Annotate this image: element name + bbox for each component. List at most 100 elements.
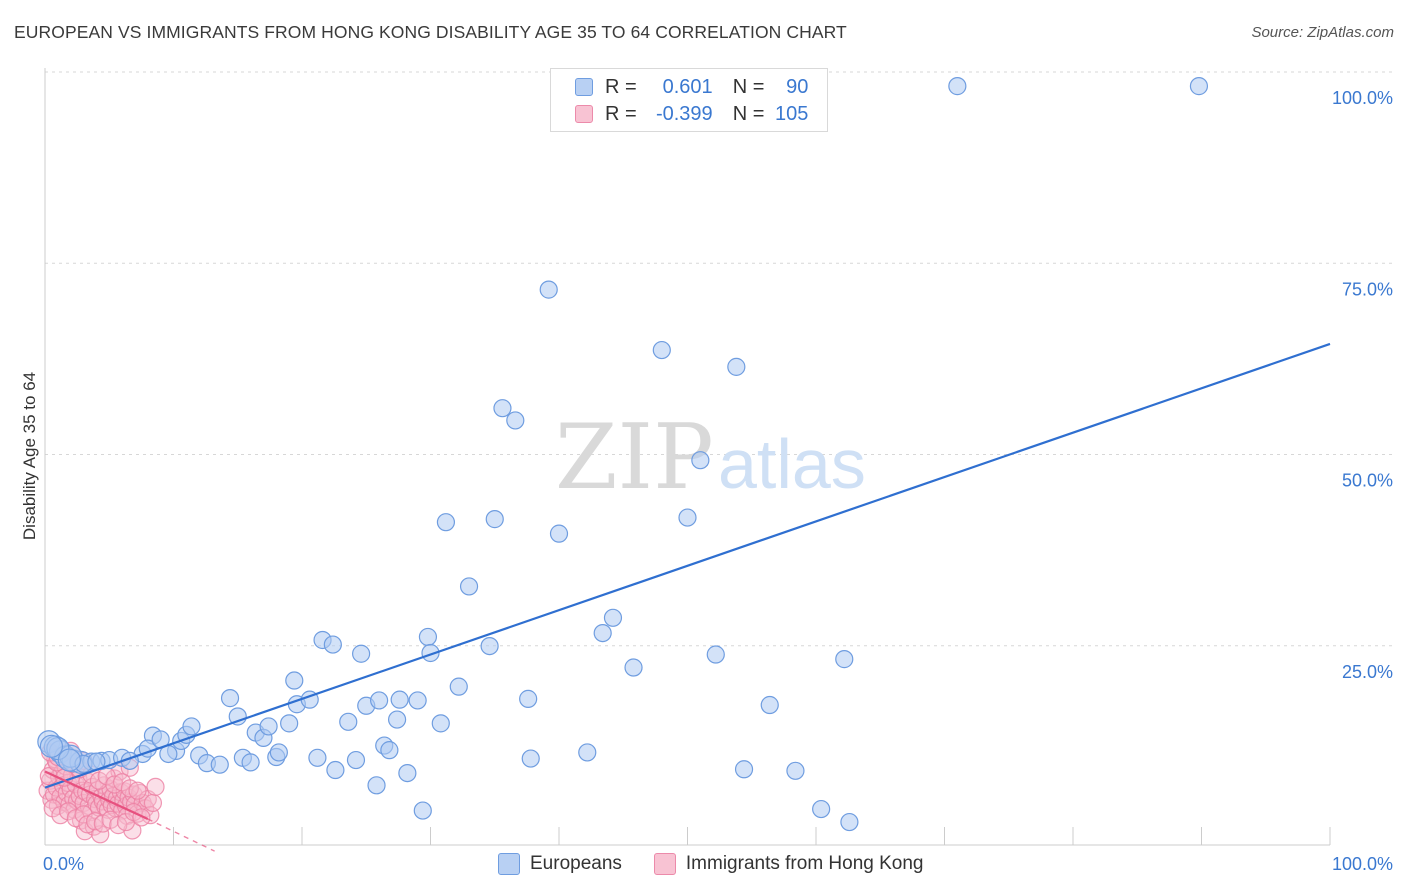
r-label: R = [605, 75, 637, 98]
axes [44, 68, 1331, 846]
europeans-point [421, 643, 440, 663]
europeans-point [326, 760, 345, 780]
europeans-point [39, 734, 64, 758]
legend-row-europeans: R = 0.601 N = 90 [575, 74, 808, 100]
europeans-point [308, 748, 327, 767]
europeans-point [678, 508, 697, 527]
legend-item-immigrants: Immigrants from Hong Kong [653, 853, 924, 875]
europeans-point [485, 510, 504, 529]
europeans-legend-label: Europeans [530, 853, 622, 874]
europeans-point [280, 714, 299, 733]
immigrants-swatch [575, 105, 593, 123]
europeans-point [760, 695, 779, 715]
europeans-point [786, 761, 805, 780]
y-tick-label: 25.0% [1342, 662, 1393, 682]
europeans-point [578, 743, 597, 762]
chart-title: EUROPEAN VS IMMIGRANTS FROM HONG KONG DI… [14, 22, 847, 42]
europeans-point [210, 755, 229, 774]
europeans-point [259, 717, 278, 736]
europeans-point [285, 671, 304, 690]
europeans-point [948, 77, 967, 96]
immigrants-point [74, 805, 93, 824]
immigrants-point [132, 808, 151, 827]
europeans-point [519, 689, 538, 708]
europeans-point [603, 608, 623, 627]
europeans-point [506, 411, 525, 430]
europeans-point [387, 710, 407, 729]
europeans-point [727, 357, 746, 376]
immigrants-point [59, 802, 78, 821]
europeans-point [380, 741, 399, 760]
europeans-legend-swatch [498, 853, 520, 875]
europeans-point [323, 635, 342, 654]
europeans-point [480, 636, 499, 656]
europeans-point [346, 750, 366, 770]
europeans-point [431, 714, 450, 733]
europeans-point [521, 749, 540, 768]
europeans-r-value: 0.601 [662, 75, 713, 98]
europeans-point [840, 812, 859, 832]
y-tick-label: 100.0% [1332, 88, 1393, 108]
immigrants-r-value: -0.399 [655, 102, 713, 125]
immigrants-legend-swatch [653, 853, 676, 875]
immigrants-legend-label: Immigrants from Hong Kong [685, 853, 924, 874]
legend-item-europeans: Europeans [498, 853, 622, 875]
europeans-point [241, 753, 260, 772]
europeans-point [436, 513, 456, 532]
europeans-point [269, 743, 288, 762]
immigrants-point [143, 793, 163, 813]
europeans-point [493, 399, 512, 418]
immigrants-trend-extension [147, 818, 215, 852]
x-tick-label: 0.0% [43, 854, 84, 874]
europeans-point [398, 763, 417, 783]
europeans-point [390, 690, 409, 709]
watermark: ZIP atlas [555, 405, 866, 510]
europeans-point [652, 340, 671, 360]
europeans-point [367, 776, 386, 795]
europeans-point [370, 691, 389, 710]
europeans-point [549, 524, 569, 543]
series-europeans-points [37, 77, 1209, 832]
tick-labels: 25.0% 50.0% 75.0% 100.0% 0.0% 100.0% [43, 88, 1393, 874]
immigrants-point [43, 799, 62, 818]
europeans-point [1189, 77, 1209, 96]
europeans-point [57, 748, 82, 772]
europeans-point [418, 627, 438, 647]
europeans-trend-line [44, 342, 1331, 789]
n-label: N = [732, 102, 765, 125]
x-tick-label: 100.0% [1332, 854, 1393, 874]
europeans-point [459, 577, 479, 596]
trend-lines [44, 342, 1331, 852]
europeans-point [593, 623, 612, 643]
europeans-point [449, 677, 468, 696]
immigrants-n-value: 105 [775, 102, 809, 125]
europeans-point [339, 712, 358, 731]
europeans-point [413, 801, 432, 820]
watermark-zip: ZIP [555, 405, 714, 510]
europeans-point [835, 650, 854, 669]
europeans-point [539, 280, 558, 299]
europeans-point [812, 799, 831, 819]
immigrants-point [146, 777, 165, 796]
r-label: R = [605, 102, 637, 125]
source-label: Source: ZipAtlas.com [1251, 24, 1394, 41]
europeans-point [352, 644, 371, 663]
europeans-point [624, 658, 643, 677]
europeans-point [220, 689, 240, 708]
immigrants-trend-line [44, 770, 149, 820]
europeans-point [706, 645, 725, 664]
y-tick-label: 50.0% [1342, 471, 1393, 491]
immigrants-point [128, 781, 147, 800]
europeans-swatch [575, 78, 593, 96]
legend-row-immigrants: R = -0.399 N = 105 [575, 101, 808, 127]
grid-lines [45, 71, 1395, 647]
europeans-point [691, 451, 710, 470]
europeans-point [734, 760, 754, 779]
watermark-atlas: atlas [718, 425, 866, 503]
stats-legend: R = 0.601 N = 90 R = -0.399 N = 105 [550, 68, 828, 132]
n-label: N = [732, 75, 765, 98]
europeans-point [182, 717, 201, 736]
europeans-point [408, 691, 427, 710]
y-tick-label: 75.0% [1342, 279, 1393, 299]
